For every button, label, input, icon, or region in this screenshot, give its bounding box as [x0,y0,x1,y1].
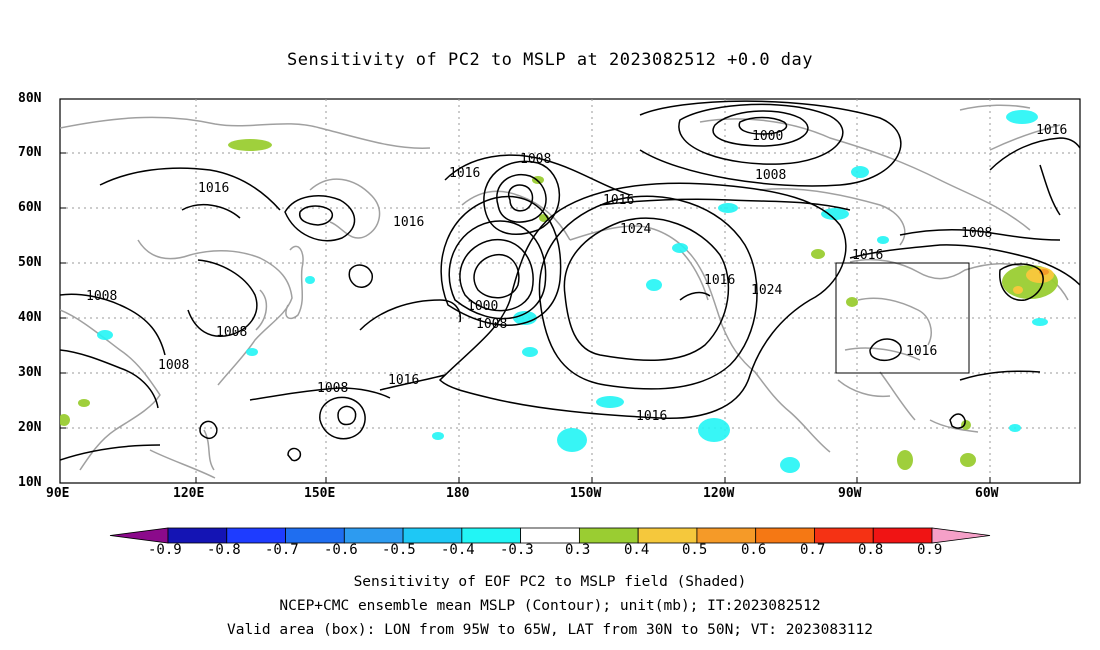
contour-label: 1016 [388,373,419,388]
colorbar-label: -0.4 [441,542,475,558]
colorbar-swatch [285,527,345,544]
lon-label-120w: 120W [703,486,735,501]
lat-label-80n: 80N [18,91,42,106]
grid-lines [60,99,1080,483]
colorbar-swatch [226,527,286,544]
contour-label: 1000 [752,129,783,144]
contour-label: 1016 [852,248,883,263]
colorbar-swatch [637,527,698,544]
colorbar [109,527,991,544]
contour-label: 1008 [476,317,507,332]
contour-label: 1008 [520,152,551,167]
colorbar-swatch [461,527,522,544]
coastlines [60,104,1069,479]
colorbar-max-arrow [931,527,991,544]
colorbar-swatch [402,527,463,544]
colorbar-swatch [814,527,874,544]
colorbar-swatch [872,527,933,544]
contour-label: 1016 [906,344,937,359]
contour-label: 1000 [467,299,498,314]
colorbar-label: -0.3 [500,542,534,558]
colorbar-label: 0.3 [565,542,591,558]
contour-label: 1008 [961,226,992,241]
colorbar-label: -0.6 [324,542,358,558]
contour-label: 1016 [198,181,229,196]
lat-label-60n: 60N [18,200,42,215]
colorbar-label: 0.5 [682,542,708,558]
colorbar-label: -0.9 [148,542,182,558]
footer-line-2: NCEP+CMC ensemble mean MSLP (Contour); u… [279,598,821,614]
colorbar-label: -0.5 [382,542,416,558]
negative-shading [97,110,1048,473]
colorbar-swatch [696,527,757,544]
lon-label-90e: 90E [46,486,70,501]
contour-label: 1024 [620,222,651,237]
lat-label-40n: 40N [18,310,42,325]
colorbar-swatch [520,527,580,544]
contour-label: 1008 [158,358,189,373]
lon-label-90w: 90W [838,486,862,501]
contour-label: 1016 [393,215,424,230]
contour-label: 1016 [1036,123,1067,138]
lon-label-120e: 120E [173,486,205,501]
colorbar-swatch [167,527,228,544]
lon-label-60w: 60W [975,486,999,501]
colorbar-swatch [578,527,639,544]
colorbar-label: -0.7 [265,542,299,558]
contour-label: 1024 [751,283,782,298]
contour-label: 1016 [603,193,634,208]
colorbar-label: 0.7 [800,542,826,558]
contour-label: 1008 [86,289,117,304]
colorbar-swatch [343,527,404,544]
warm-shading [1013,267,1054,294]
colorbar-label: 0.9 [917,542,943,558]
colorbar-swatch [755,527,815,544]
contour-label: 1008 [216,325,247,340]
lon-label-180: 180 [446,486,470,501]
contour-label: 1008 [317,381,348,396]
footer-line-3: Valid area (box): LON from 95W to 65W, L… [226,622,873,638]
valid-area-box [835,262,970,374]
contour-label: 1016 [449,166,480,181]
lat-label-50n: 50N [18,255,42,270]
contour-labels: 1016 1016 1016 1008 1000 1008 1016 1016 … [86,123,1067,424]
map-title: Sensitivity of PC2 to MSLP at 2023082512… [286,50,813,70]
lat-label-20n: 20N [18,420,42,435]
colorbar-min-arrow [109,527,169,544]
colorbar-label: 0.4 [624,542,650,558]
lon-label-150e: 150E [304,486,336,501]
axis-ticks [60,98,991,484]
lat-label-70n: 70N [18,145,42,160]
contour-label: 1016 [704,273,735,288]
colorbar-label: -0.8 [207,542,241,558]
contour-label: 1016 [636,409,667,424]
footer-line-1: Sensitivity of EOF PC2 to MSLP field (Sh… [353,574,747,590]
colorbar-label: 0.8 [858,542,884,558]
mslp-contours [60,100,1080,462]
map-frame [59,98,1081,484]
lon-label-150w: 150W [570,486,602,501]
contour-label: 1008 [755,168,786,183]
lat-label-30n: 30N [18,365,42,380]
lat-label-10n: 10N [18,475,42,490]
colorbar-label: 0.6 [741,542,767,558]
